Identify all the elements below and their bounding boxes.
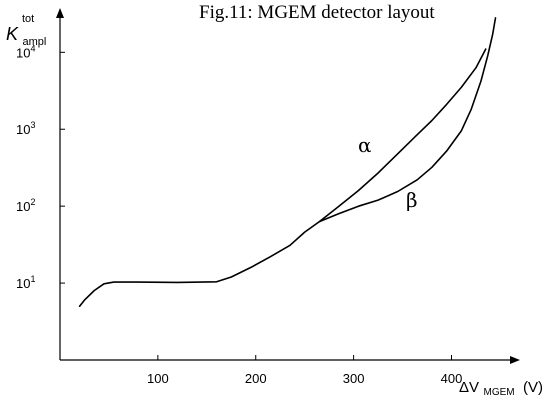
y-axis-label-main: K [6, 24, 19, 44]
series-label-beta: β [406, 188, 418, 212]
y-axis-label-sup: tot [22, 13, 34, 25]
x-axis-arrow [510, 356, 520, 364]
x-tick-label: 100 [147, 371, 169, 386]
x-axis-label-sub: MGEM [483, 387, 514, 398]
x-axis-label-main: ΔV [459, 379, 479, 396]
series-layer [78, 17, 497, 308]
series-line-beta [318, 17, 497, 223]
series-label-alpha: α [358, 133, 372, 157]
y-axis-label: K ampl [6, 24, 46, 48]
y-tick-label: 102 [16, 197, 35, 214]
x-axis-label: ΔV MGEM (V) [459, 379, 543, 399]
series-line-alpha [78, 48, 487, 308]
annotations-layer: αβ [358, 133, 418, 212]
x-tick-label: 300 [343, 371, 365, 386]
y-axis-label-sub: ampl [22, 36, 46, 48]
x-axis-label-unit: (V) [523, 379, 543, 396]
y-tick-label: 103 [16, 120, 35, 137]
ticks-layer: 100 200 300 400 101 102 103 104 [16, 43, 462, 386]
x-tick-label: 200 [245, 371, 267, 386]
x-tick-label: 400 [441, 371, 463, 386]
chart-title: Fig.11: MGEM detector layout [199, 2, 435, 23]
y-tick-label: 104 [16, 43, 35, 60]
y-tick-label: 101 [16, 274, 35, 291]
y-axis-arrow [56, 8, 64, 18]
